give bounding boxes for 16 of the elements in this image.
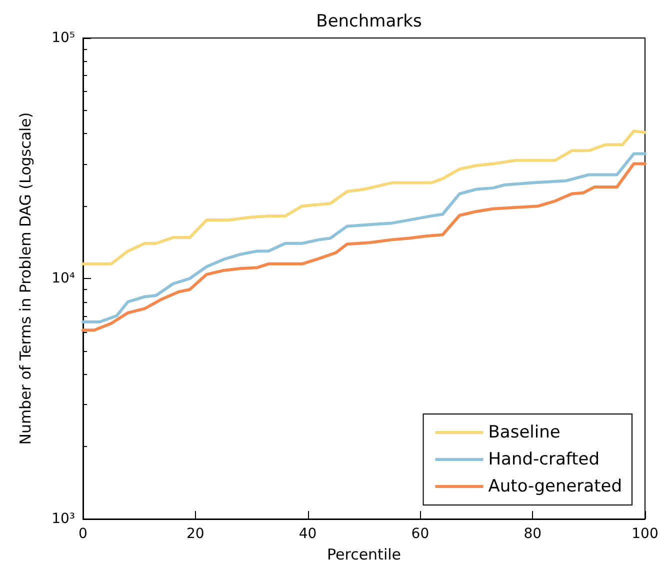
x-axis-title: Percentile [326,546,402,564]
legend-label: Baseline [488,422,560,442]
y-tick-label: 10⁴ [52,270,76,286]
y-tick-label: 10³ [52,511,75,527]
chart-title: Benchmarks [316,12,422,32]
y-axis-title: Number of Terms in Problem DAG (Logscale) [16,112,34,445]
legend-label: Hand-crafted [488,450,600,470]
x-tick-label: 60 [411,526,430,542]
x-tick-label: 20 [186,526,204,542]
x-tick-label: 40 [298,526,317,542]
legend-label: Auto-generated [488,476,622,496]
x-tick-label: 100 [632,526,658,542]
y-tick-label: 10⁵ [52,30,75,46]
x-tick-label: 0 [78,526,88,542]
line-series [82,130,646,266]
x-tick-label: 80 [524,526,542,542]
